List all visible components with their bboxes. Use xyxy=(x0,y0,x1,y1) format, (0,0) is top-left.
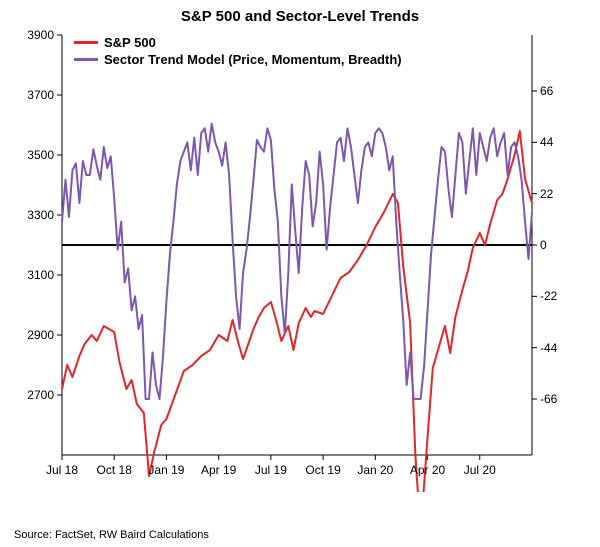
chart-title: S&P 500 and Sector-Level Trends xyxy=(0,8,600,25)
y-left-tick-label: 2700 xyxy=(12,388,54,402)
y-right-tick-label: 22 xyxy=(540,187,570,201)
y-right-tick-label: 0 xyxy=(540,238,570,252)
y-left-tick-label: 3300 xyxy=(12,208,54,222)
source-label: Source: FactSet, RW Baird Calculations xyxy=(14,529,209,541)
y-left-tick-label: 3500 xyxy=(12,148,54,162)
legend-label: Sector Trend Model (Price, Momentum, Bre… xyxy=(104,52,402,67)
legend-swatch xyxy=(74,41,98,44)
legend-swatch xyxy=(74,58,98,61)
x-tick-label: Jan 20 xyxy=(357,463,393,477)
y-left-tick-label: 3100 xyxy=(12,268,54,282)
legend-item: S&P 500 xyxy=(74,35,402,50)
y-left-tick-label: 2900 xyxy=(12,328,54,342)
x-tick-label: Jan 19 xyxy=(148,463,184,477)
x-tick-label: Jul 20 xyxy=(464,463,496,477)
y-right-tick-label: 44 xyxy=(540,135,570,149)
x-tick-label: Apr 20 xyxy=(410,463,445,477)
y-right-tick-label: -66 xyxy=(540,392,570,406)
x-tick-label: Jul 19 xyxy=(255,463,287,477)
x-tick-label: Oct 18 xyxy=(97,463,132,477)
x-tick-label: Oct 19 xyxy=(305,463,340,477)
y-right-tick-label: -44 xyxy=(540,341,570,355)
y-left-tick-label: 3900 xyxy=(12,28,54,42)
y-right-tick-label: -22 xyxy=(540,289,570,303)
x-tick-label: Apr 19 xyxy=(201,463,236,477)
chart-svg xyxy=(12,27,572,492)
legend: S&P 500 Sector Trend Model (Price, Moment… xyxy=(74,35,402,69)
legend-item: Sector Trend Model (Price, Momentum, Bre… xyxy=(74,52,402,67)
y-right-tick-label: 66 xyxy=(540,84,570,98)
x-tick-label: Jul 18 xyxy=(46,463,78,477)
legend-label: S&P 500 xyxy=(104,35,156,50)
y-left-tick-label: 3700 xyxy=(12,88,54,102)
chart-container: S&P 500 Sector Trend Model (Price, Moment… xyxy=(12,27,572,492)
